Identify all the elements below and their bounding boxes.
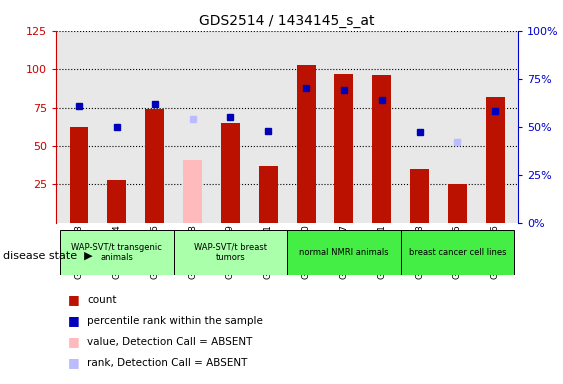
Bar (297, 65, 315, 223)
Bar (173, 230, 287, 275)
Text: WAP-SVT/t transgenic
animals: WAP-SVT/t transgenic animals (72, 243, 162, 262)
Text: breast cancer cell lines: breast cancer cell lines (409, 248, 506, 257)
Text: count: count (87, 295, 117, 305)
Bar (410, 169, 429, 223)
Bar (60, 230, 173, 275)
Bar (70, 127, 88, 223)
Bar (401, 230, 514, 275)
Text: ■: ■ (68, 314, 79, 327)
Bar (183, 160, 202, 223)
Bar (108, 180, 126, 223)
Text: normal NMRI animals: normal NMRI animals (299, 248, 388, 257)
Text: disease state  ▶: disease state ▶ (3, 250, 92, 260)
Bar (372, 75, 391, 223)
Text: WAP-SVT/t breast
tumors: WAP-SVT/t breast tumors (194, 243, 267, 262)
Bar (259, 166, 278, 223)
Bar (221, 123, 240, 223)
Text: rank, Detection Call = ABSENT: rank, Detection Call = ABSENT (87, 358, 248, 368)
Bar (287, 230, 401, 275)
Text: ■: ■ (68, 356, 79, 369)
Bar (145, 109, 164, 223)
Text: ■: ■ (68, 335, 79, 348)
Bar (486, 97, 504, 223)
Title: GDS2514 / 1434145_s_at: GDS2514 / 1434145_s_at (199, 14, 375, 28)
Text: percentile rank within the sample: percentile rank within the sample (87, 316, 263, 326)
Text: ■: ■ (68, 293, 79, 306)
Bar (448, 184, 467, 223)
Bar (334, 74, 354, 223)
Text: value, Detection Call = ABSENT: value, Detection Call = ABSENT (87, 337, 253, 347)
